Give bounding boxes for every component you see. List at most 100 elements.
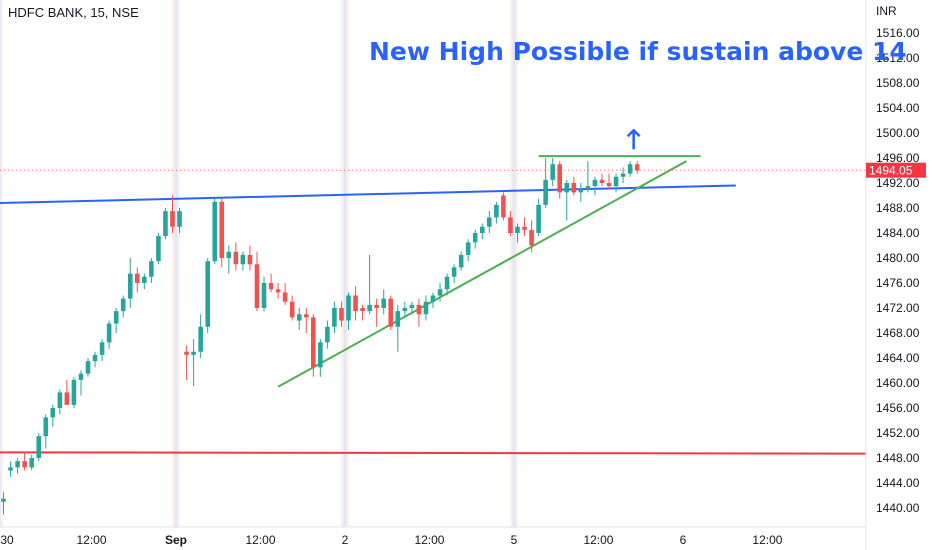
candle[interactable] xyxy=(508,211,513,237)
candle[interactable] xyxy=(43,414,49,449)
candle[interactable] xyxy=(571,176,577,196)
candle-body xyxy=(226,251,232,258)
candle[interactable] xyxy=(430,292,436,308)
candle[interactable] xyxy=(1,492,6,515)
candle[interactable] xyxy=(557,161,563,199)
candle[interactable] xyxy=(353,286,358,321)
candle[interactable] xyxy=(444,273,450,296)
price-axis[interactable]: 1516.00 1512.00 1508.00 1504.00 1500.00 1496.… xyxy=(876,26,920,515)
candle[interactable] xyxy=(487,211,492,233)
candle[interactable] xyxy=(85,358,91,377)
candle[interactable] xyxy=(465,239,471,262)
candle[interactable] xyxy=(402,301,408,318)
candle[interactable] xyxy=(374,298,379,327)
trendline-support[interactable] xyxy=(0,451,867,455)
candle[interactable] xyxy=(212,198,218,265)
candle[interactable] xyxy=(198,314,203,358)
candle[interactable] xyxy=(578,183,584,202)
candle[interactable] xyxy=(416,298,422,327)
candles[interactable] xyxy=(1,158,640,515)
candle[interactable] xyxy=(92,351,98,368)
candle[interactable] xyxy=(303,308,309,333)
candle[interactable] xyxy=(289,295,295,321)
candle[interactable] xyxy=(592,176,598,196)
candle[interactable] xyxy=(458,251,464,271)
candle[interactable] xyxy=(64,379,70,405)
candle[interactable] xyxy=(233,242,239,271)
trendline-rising-support[interactable] xyxy=(277,160,687,388)
candle[interactable] xyxy=(99,339,105,362)
candle[interactable] xyxy=(8,461,13,477)
candle[interactable] xyxy=(367,254,372,315)
candle[interactable] xyxy=(184,345,189,380)
candle[interactable] xyxy=(57,389,63,415)
candle[interactable] xyxy=(22,451,27,471)
candle[interactable] xyxy=(388,295,394,330)
candle[interactable] xyxy=(543,158,548,208)
candle[interactable] xyxy=(585,161,591,193)
candle[interactable] xyxy=(479,223,485,240)
candle[interactable] xyxy=(325,320,330,349)
candle[interactable] xyxy=(522,217,527,237)
candle[interactable] xyxy=(177,208,182,233)
candle[interactable] xyxy=(332,301,337,333)
candle[interactable] xyxy=(156,233,161,265)
candle[interactable] xyxy=(254,251,260,312)
candle[interactable] xyxy=(501,192,506,221)
candle[interactable] xyxy=(409,301,415,315)
candle[interactable] xyxy=(163,208,168,240)
candle[interactable] xyxy=(71,376,77,408)
candle[interactable] xyxy=(529,220,534,252)
candle[interactable] xyxy=(113,308,119,333)
candle[interactable] xyxy=(205,258,210,333)
trendline-resistance[interactable] xyxy=(0,184,736,204)
candle[interactable] xyxy=(29,454,34,471)
candle[interactable] xyxy=(599,173,605,187)
candle[interactable] xyxy=(339,301,344,327)
candle[interactable] xyxy=(606,173,612,190)
candle[interactable] xyxy=(627,161,633,177)
candle[interactable] xyxy=(437,283,443,302)
candle[interactable] xyxy=(296,308,302,330)
candle[interactable] xyxy=(564,179,570,221)
candle[interactable] xyxy=(275,283,281,299)
candle[interactable] xyxy=(36,433,42,462)
candle[interactable] xyxy=(451,264,457,283)
candle[interactable] xyxy=(78,370,84,396)
candle[interactable] xyxy=(360,304,365,321)
candle[interactable] xyxy=(142,273,147,290)
candle[interactable] xyxy=(127,258,133,308)
candle[interactable] xyxy=(106,320,112,349)
candle[interactable] xyxy=(149,258,154,283)
candle[interactable] xyxy=(191,339,196,387)
candle[interactable] xyxy=(15,458,20,474)
candle[interactable] xyxy=(423,295,429,321)
candle[interactable] xyxy=(311,314,316,377)
candle[interactable] xyxy=(318,339,323,377)
candle-body xyxy=(458,254,464,268)
candle[interactable] xyxy=(634,161,640,174)
candle[interactable] xyxy=(226,245,232,274)
candle[interactable] xyxy=(613,173,619,193)
candle[interactable] xyxy=(120,295,126,318)
candle[interactable] xyxy=(472,229,478,249)
time-axis[interactable]: 30 12:00 Sep 12:00 2 12:00 5 12:00 6 12:00 xyxy=(0,533,782,547)
candle[interactable] xyxy=(550,158,555,187)
candle[interactable] xyxy=(282,283,288,305)
candle[interactable] xyxy=(515,223,520,243)
candle[interactable] xyxy=(268,273,274,293)
candle[interactable] xyxy=(240,251,246,271)
candle[interactable] xyxy=(170,195,175,234)
candle[interactable] xyxy=(50,404,56,427)
candle[interactable] xyxy=(620,167,626,183)
candle[interactable] xyxy=(346,292,351,330)
candle[interactable] xyxy=(494,201,499,224)
candle[interactable] xyxy=(219,198,225,268)
candle[interactable] xyxy=(395,304,401,352)
candle[interactable] xyxy=(134,267,140,293)
candle[interactable] xyxy=(247,245,253,271)
candle[interactable] xyxy=(381,289,387,315)
candle[interactable] xyxy=(261,276,267,312)
candle[interactable] xyxy=(536,198,541,237)
